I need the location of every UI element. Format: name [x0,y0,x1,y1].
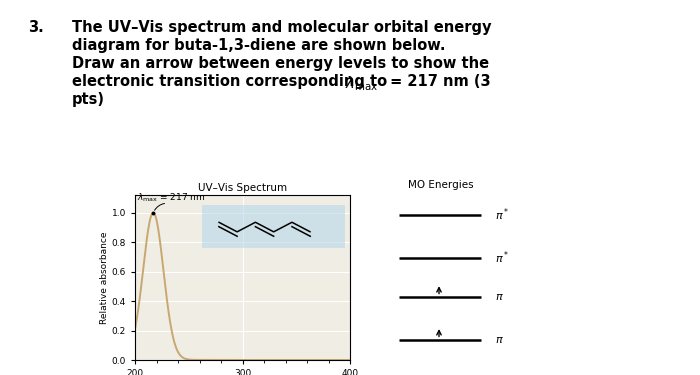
Text: pts): pts) [72,92,105,107]
Text: 3.: 3. [28,20,43,35]
Text: electronic transition corresponding to: electronic transition corresponding to [72,74,392,89]
Text: $\pi^*$: $\pi^*$ [495,249,510,266]
Text: Draw an arrow between energy levels to show the: Draw an arrow between energy levels to s… [72,56,489,71]
Bar [202,206,344,248]
Text: $\lambda_{\rm max}$ = 217 nm: $\lambda_{\rm max}$ = 217 nm [137,191,206,204]
Y-axis label: Relative absorbance: Relative absorbance [100,231,108,324]
Text: $\lambda_{\rm max}$: $\lambda_{\rm max}$ [345,74,378,93]
Text: The UV–Vis spectrum and molecular orbital energy: The UV–Vis spectrum and molecular orbita… [72,20,491,35]
Text: $\pi$: $\pi$ [495,335,504,345]
Text: diagram for buta-1,3-diene are shown below.: diagram for buta-1,3-diene are shown bel… [72,38,445,53]
Text: $\pi$: $\pi$ [495,292,504,302]
Title: UV–Vis Spectrum: UV–Vis Spectrum [198,183,287,193]
Text: MO Energies: MO Energies [407,180,473,190]
Text: $\pi^*$: $\pi^*$ [495,207,510,223]
Text: = 217 nm (3: = 217 nm (3 [385,74,491,89]
